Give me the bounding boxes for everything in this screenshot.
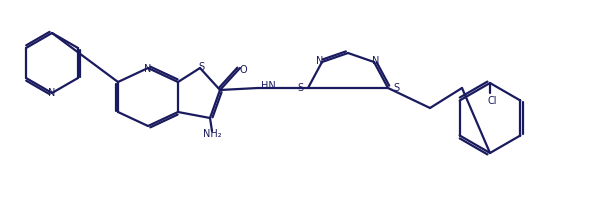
Text: Cl: Cl [487, 96, 497, 106]
Text: N: N [144, 64, 152, 74]
Text: N: N [372, 56, 379, 66]
Text: N: N [316, 56, 324, 66]
Text: S: S [393, 83, 399, 93]
Text: S: S [297, 83, 303, 93]
Text: HN: HN [261, 81, 276, 91]
Text: N: N [48, 88, 56, 98]
Text: S: S [198, 62, 204, 72]
Text: NH₂: NH₂ [203, 129, 222, 139]
Text: O: O [239, 65, 247, 75]
